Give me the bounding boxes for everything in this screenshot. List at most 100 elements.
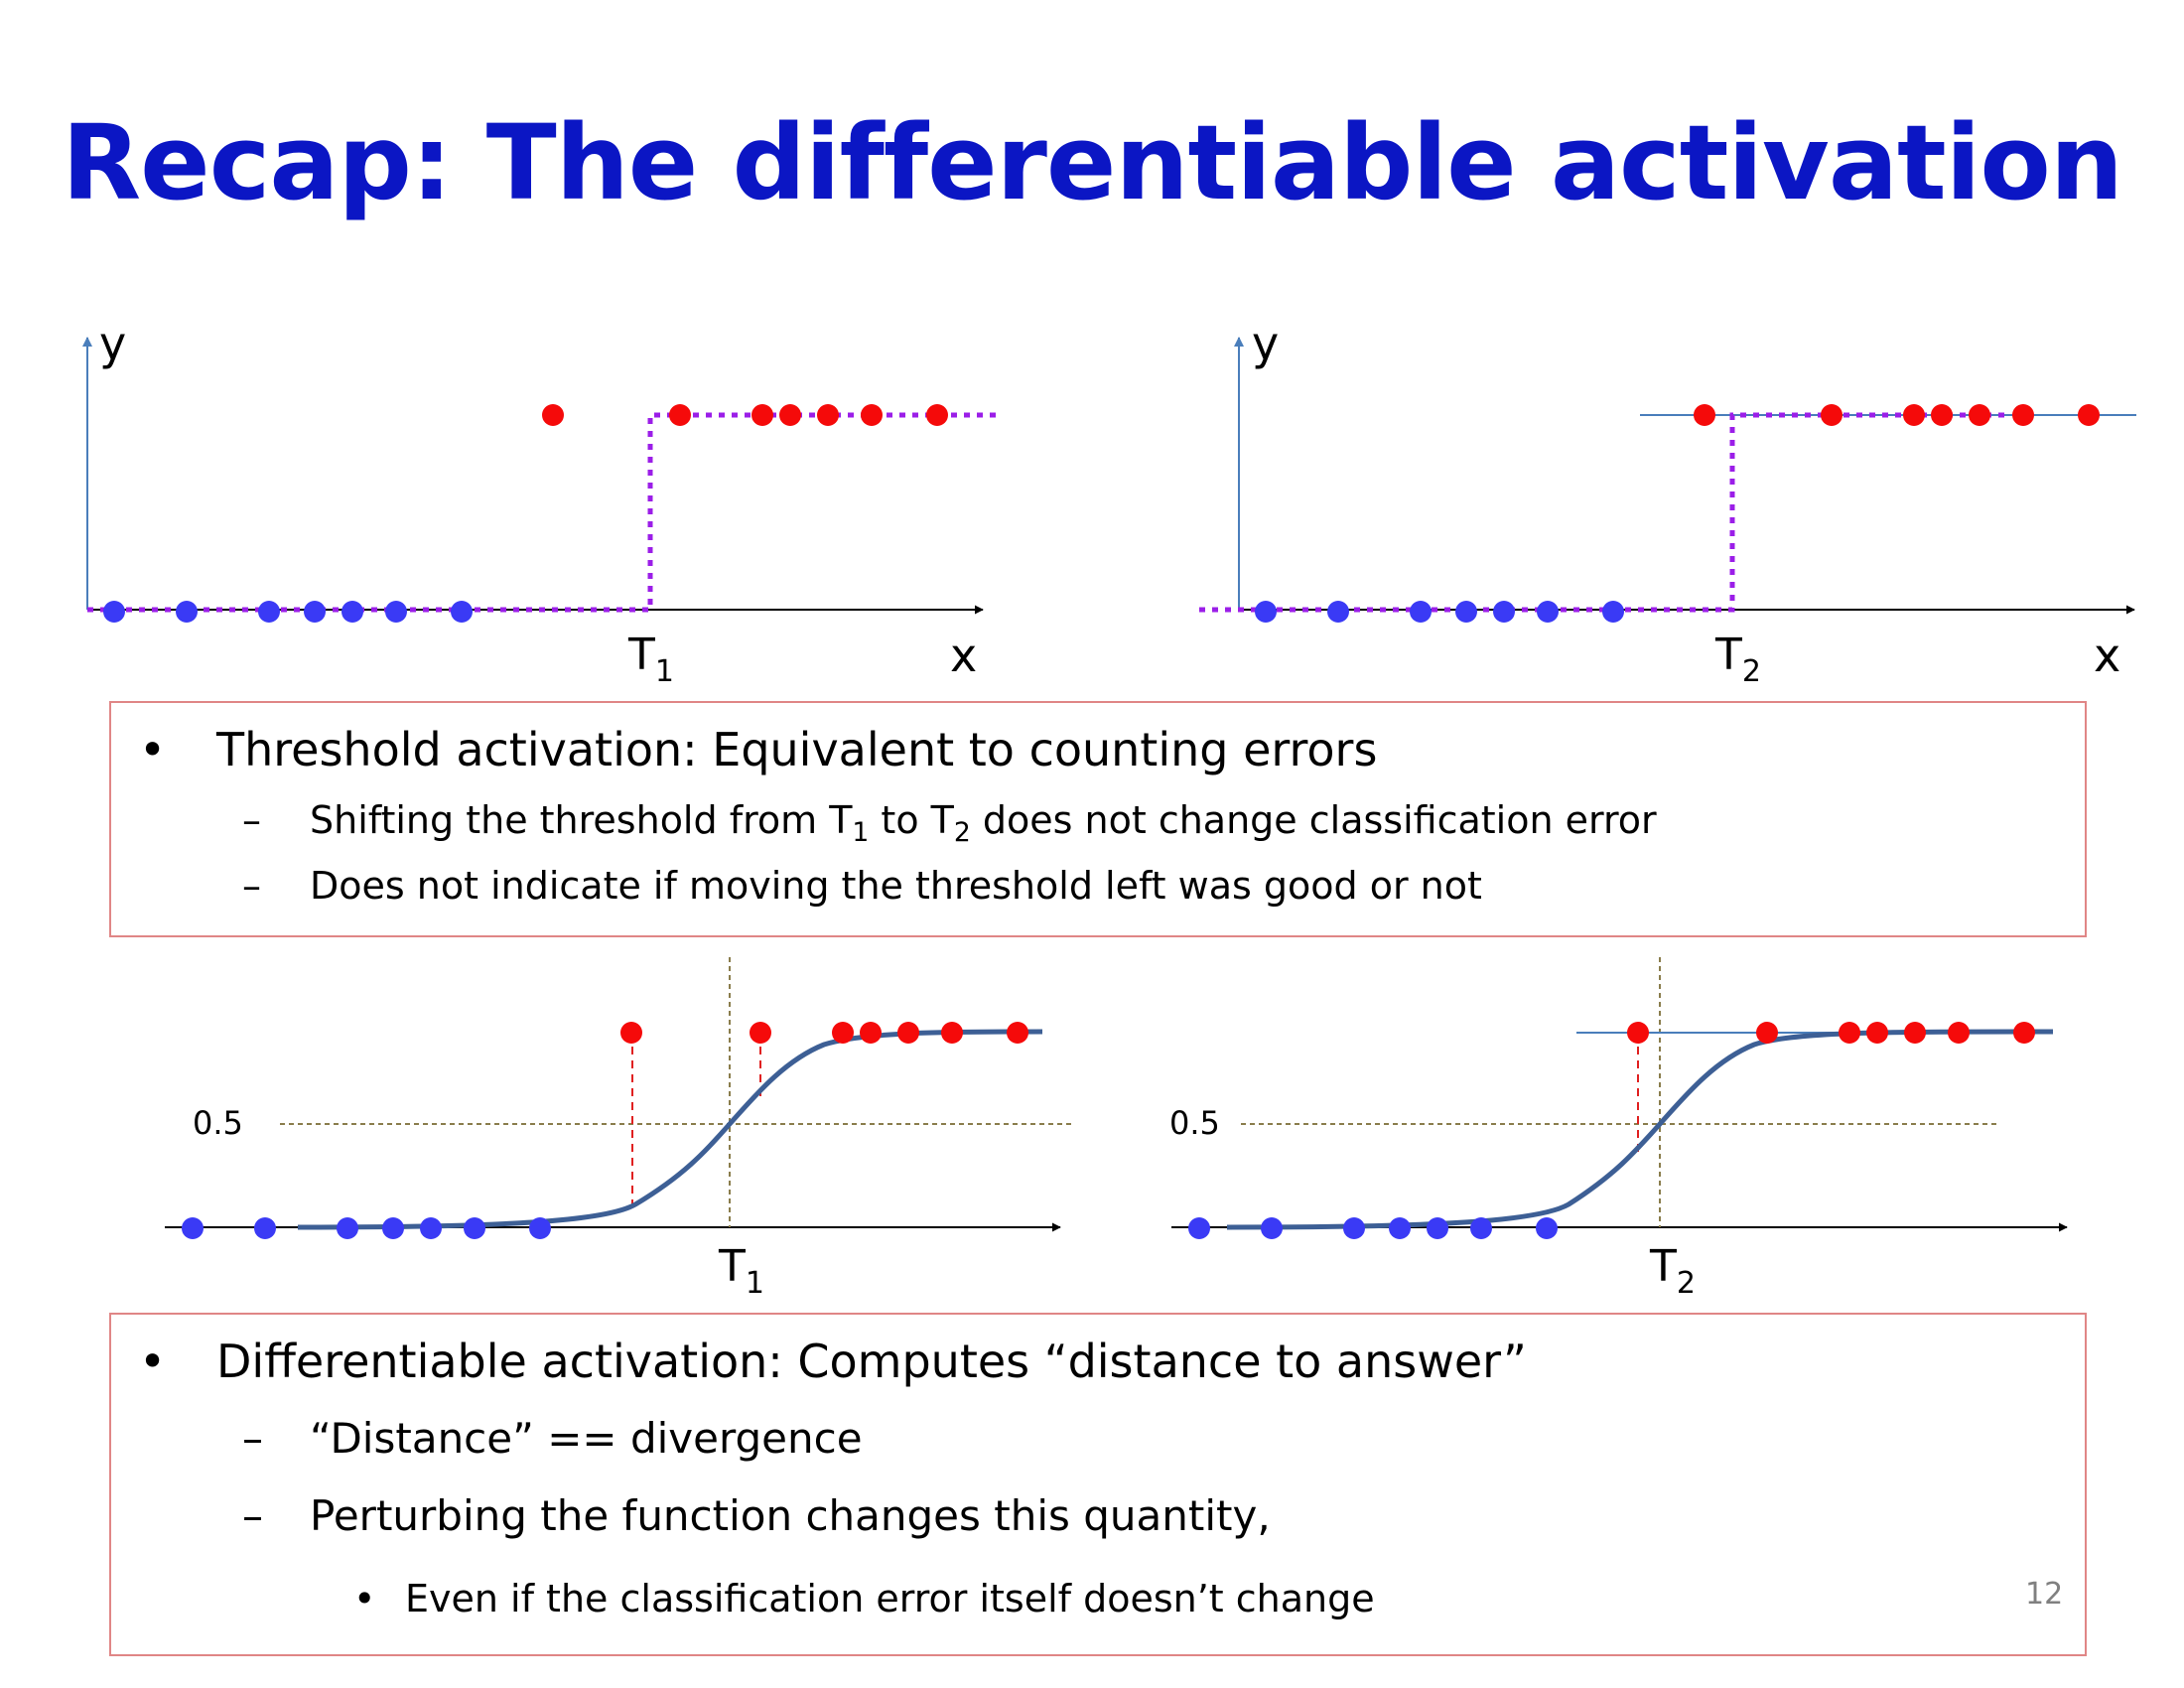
top-left-panel: y x T1: [82, 317, 996, 689]
red-point: [1839, 1022, 1860, 1044]
bottom-right-panel: 0.5 T2: [1169, 957, 2068, 1301]
red-point: [1969, 404, 1990, 426]
bottom-right-half-label: 0.5: [1169, 1104, 1220, 1142]
top-right-panel: y x T2: [1199, 317, 2136, 689]
top-right-y-label: y: [1252, 317, 1279, 370]
blue-point: [529, 1217, 551, 1239]
bottom-left-half-label: 0.5: [193, 1104, 243, 1142]
top-left-x-label: x: [950, 629, 977, 682]
bottom-left-red-points: [620, 1022, 1028, 1044]
top-right-blue-points: [1255, 601, 1624, 623]
blue-point: [1536, 1217, 1558, 1239]
blue-point: [1537, 601, 1559, 623]
differentiable-sub-bullet-perturb: Perturbing the function changes this qua…: [310, 1491, 1271, 1540]
red-point: [669, 404, 691, 426]
top-left-threshold-step: [87, 412, 996, 613]
dash-marker: –: [242, 798, 261, 842]
red-point: [926, 404, 948, 426]
page-number: 12: [2025, 1577, 2064, 1612]
blue-point: [1410, 601, 1432, 623]
bottom-right-threshold-label: T2: [1649, 1241, 1696, 1301]
blue-point: [1389, 1217, 1411, 1239]
blue-point: [258, 601, 280, 623]
blue-point: [182, 1217, 204, 1239]
blue-point: [1493, 601, 1515, 623]
blue-point: [1455, 601, 1477, 623]
red-point: [779, 404, 801, 426]
blue-point: [254, 1217, 276, 1239]
blue-point: [337, 1217, 358, 1239]
red-point: [860, 1022, 882, 1044]
red-point: [1821, 404, 1843, 426]
dash-marker: –: [242, 1414, 263, 1463]
red-point: [1007, 1022, 1028, 1044]
red-point: [832, 1022, 854, 1044]
differentiable-sub-bullet-distance: “Distance” == divergence: [310, 1414, 863, 1463]
blue-point: [420, 1217, 442, 1239]
red-point: [1627, 1022, 1649, 1044]
red-point: [817, 404, 839, 426]
red-point: [941, 1022, 963, 1044]
blue-point: [103, 601, 125, 623]
differentiable-activation-box: • Differentiable activation: Computes “d…: [109, 1313, 2087, 1656]
red-point: [1756, 1022, 1778, 1044]
top-left-red-points: [542, 404, 948, 426]
red-point: [542, 404, 564, 426]
bottom-left-threshold-label: T1: [718, 1241, 764, 1301]
red-point: [751, 404, 773, 426]
top-left-threshold-label: T1: [627, 630, 674, 689]
bullet-marker: •: [139, 1335, 167, 1388]
blue-point: [382, 1217, 404, 1239]
top-left-y-label: y: [99, 317, 126, 370]
differentiable-subsub-bullet-even: Even if the classification error itself …: [405, 1577, 1375, 1620]
blue-point: [1261, 1217, 1283, 1239]
red-point: [1904, 1022, 1926, 1044]
differentiable-bullet: Differentiable activation: Computes “dis…: [216, 1335, 1527, 1388]
bullet-marker: •: [353, 1577, 376, 1620]
bottom-left-sigmoid-curve: [297, 1029, 1043, 1230]
red-point: [1903, 404, 1925, 426]
blue-point: [304, 601, 326, 623]
red-point: [861, 404, 883, 426]
dash-marker: –: [242, 1491, 263, 1540]
red-point: [1866, 1022, 1888, 1044]
bottom-right-sigmoid-curve: [1226, 1029, 2054, 1230]
dash-marker: –: [242, 864, 261, 908]
blue-point: [341, 601, 363, 623]
bottom-right-blue-points: [1188, 1217, 1558, 1239]
red-point: [2012, 404, 2034, 426]
bottom-left-blue-points: [182, 1217, 551, 1239]
bullet-marker: •: [139, 723, 167, 776]
threshold-bullet: Threshold activation: Equivalent to coun…: [216, 723, 1378, 776]
blue-point: [385, 601, 407, 623]
threshold-activation-box: • Threshold activation: Equivalent to co…: [109, 701, 2087, 937]
blue-point: [1427, 1217, 1448, 1239]
blue-point: [1255, 601, 1277, 623]
top-right-threshold-label: T2: [1714, 630, 1761, 689]
blue-point: [1602, 601, 1624, 623]
slide-title: Recap: The differentiable activation: [62, 102, 2123, 223]
blue-point: [1327, 601, 1349, 623]
red-point: [750, 1022, 771, 1044]
bottom-left-panel: 0.5 T1: [165, 957, 1074, 1301]
blue-point: [1470, 1217, 1492, 1239]
threshold-sub-bullet-indicate: Does not indicate if moving the threshol…: [310, 864, 1482, 908]
red-point: [2078, 404, 2100, 426]
blue-point: [451, 601, 473, 623]
bottom-right-red-points: [1627, 1022, 2035, 1044]
blue-point: [1188, 1217, 1210, 1239]
top-right-x-label: x: [2094, 629, 2120, 682]
red-point: [1931, 404, 1953, 426]
threshold-sub-bullet-shift: Shifting the threshold from T1 to T2 doe…: [310, 798, 1657, 848]
blue-point: [1343, 1217, 1365, 1239]
red-point: [1948, 1022, 1970, 1044]
red-point: [620, 1022, 642, 1044]
top-right-red-points: [1694, 404, 2100, 426]
top-right-threshold-step: [1199, 412, 2005, 613]
red-point: [2013, 1022, 2035, 1044]
blue-point: [176, 601, 198, 623]
red-point: [1694, 404, 1715, 426]
blue-point: [464, 1217, 485, 1239]
red-point: [897, 1022, 919, 1044]
